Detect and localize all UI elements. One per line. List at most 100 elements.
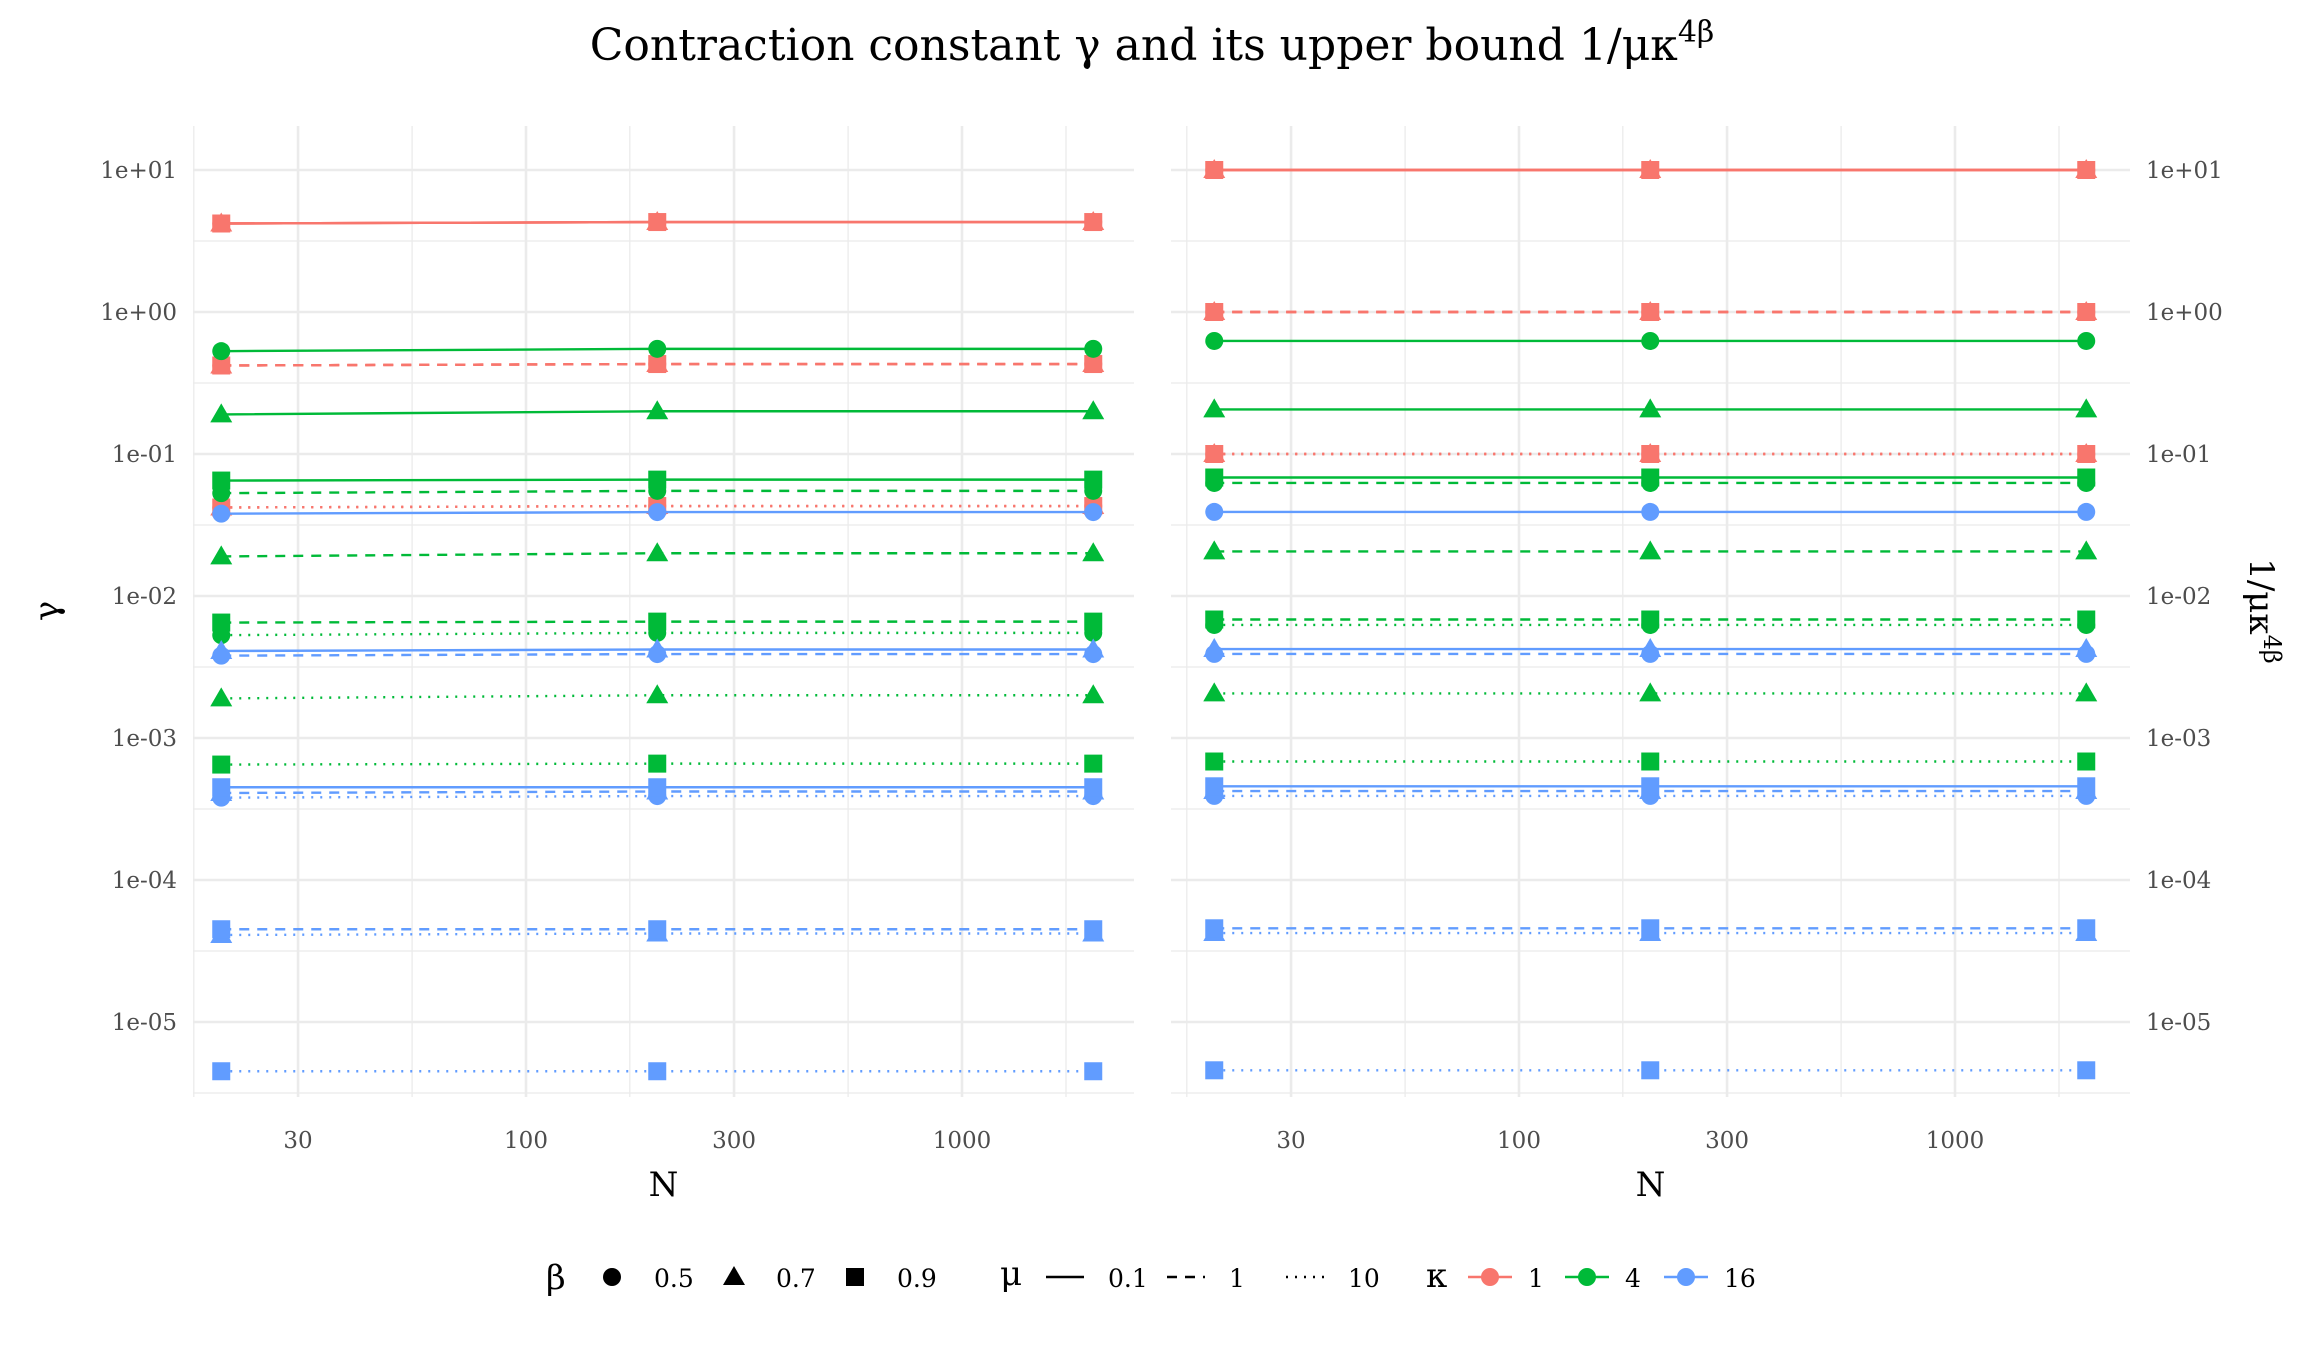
- data-point: [1084, 754, 1103, 773]
- data-point: [210, 545, 233, 565]
- y-tick-label: 1e-02: [112, 584, 177, 610]
- data-point: [2075, 540, 2098, 560]
- data-point: [1639, 638, 1662, 658]
- legend-label-mu: 10: [1348, 1264, 1380, 1293]
- data-point: [646, 684, 669, 704]
- data-point: [1641, 1061, 1660, 1080]
- y-axis-title-superscript: 4β: [2258, 635, 2286, 664]
- x-tick-label: 30: [1276, 1128, 1305, 1154]
- data-point: [2077, 502, 2096, 521]
- data-point: [1082, 638, 1105, 658]
- data-point: [1641, 445, 1660, 463]
- series-k1-b0.9-mu10: [1205, 445, 2096, 463]
- data-point: [212, 755, 231, 774]
- legend-label-beta: 0.9: [897, 1264, 937, 1293]
- series-k4-b0.7-mu10: [210, 684, 1105, 707]
- data-point: [1205, 777, 1224, 796]
- data-point: [2077, 468, 2096, 487]
- series-line: [221, 932, 1094, 937]
- series-k4-b0.7-mu10: [1203, 682, 2098, 702]
- y-tick-label: 1e+01: [100, 158, 177, 184]
- x-tick-label: 30: [283, 1128, 312, 1154]
- series-line: [221, 631, 1094, 637]
- x-tick-label: 1000: [933, 1128, 992, 1154]
- data-point: [2077, 919, 2096, 938]
- y-tick-label: 1e-05: [112, 1010, 177, 1036]
- legend-title-mu: μ: [1000, 1254, 1022, 1294]
- y-axis-title-main: 1/μκ: [2241, 558, 2281, 634]
- data-point: [1205, 303, 1224, 321]
- data-point: [212, 920, 231, 939]
- data-point: [212, 778, 231, 797]
- data-point: [212, 613, 231, 632]
- x-tick-label: 100: [504, 1128, 548, 1154]
- data-point: [1641, 331, 1660, 350]
- data-point: [1205, 161, 1224, 179]
- chart-title-superscript: 4β: [1678, 15, 1714, 50]
- data-point: [648, 470, 667, 489]
- data-point: [1203, 638, 1226, 658]
- series-k4-b0.7-mu1: [210, 542, 1105, 565]
- data-point: [1641, 777, 1660, 796]
- data-point: [1641, 161, 1660, 179]
- data-point: [2075, 682, 2098, 702]
- series-k4-b0.7-mu0.1: [1203, 398, 2098, 418]
- x-tick-label: 1000: [1926, 1128, 1985, 1154]
- series-k4-b0.9-mu1: [212, 612, 1103, 632]
- y-tick-label: 1e-04: [2146, 868, 2211, 894]
- data-point: [2077, 331, 2096, 350]
- data-point: [212, 471, 231, 490]
- legend-label-beta: 0.7: [776, 1264, 816, 1293]
- data-point: [648, 920, 667, 939]
- data-point: [1082, 542, 1105, 562]
- y-tick-label: 1e-03: [2146, 726, 2211, 752]
- data-point: [1639, 682, 1662, 702]
- data-point: [648, 355, 667, 374]
- legend-label-kappa: 4: [1625, 1264, 1641, 1293]
- data-point: [648, 1062, 667, 1081]
- series-line: [221, 504, 1094, 509]
- data-point: [1084, 503, 1103, 522]
- data-point: [2075, 398, 2098, 418]
- y-tick-label: 1e-05: [2146, 1010, 2211, 1036]
- series-k4-b0.5-mu0.1: [212, 339, 1103, 361]
- data-point: [648, 213, 667, 232]
- data-point: [1082, 684, 1105, 704]
- data-point: [210, 403, 233, 423]
- x-tick-label: 100: [1497, 1128, 1541, 1154]
- data-point: [1641, 919, 1660, 938]
- data-point: [646, 542, 669, 562]
- x-tick-label: 300: [1705, 1128, 1749, 1154]
- data-point: [1641, 468, 1660, 487]
- data-point: [1641, 752, 1660, 771]
- data-point: [1084, 339, 1103, 358]
- data-point: [1641, 502, 1660, 521]
- data-point: [1639, 540, 1662, 560]
- series-k16-b0.5-mu0.1: [1205, 502, 2096, 521]
- data-point: [1084, 470, 1103, 489]
- data-point: [212, 356, 231, 375]
- y-tick-label: 1e+00: [100, 300, 177, 326]
- legend-key-beta-circle: [603, 1268, 621, 1286]
- data-point: [1205, 445, 1224, 463]
- y-tick-label: 1e-03: [112, 726, 177, 752]
- data-point: [210, 687, 233, 707]
- data-point: [1205, 468, 1224, 487]
- data-point: [1084, 920, 1103, 939]
- series-line: [221, 794, 1094, 799]
- data-point: [646, 638, 669, 658]
- series-k4-b0.9-mu10: [1205, 752, 2096, 771]
- series-k16-b0.9-mu0.1: [212, 778, 1103, 797]
- y-axis-title: γ: [27, 601, 67, 621]
- data-point: [1084, 213, 1103, 232]
- data-point: [1203, 682, 1226, 702]
- legend-label-kappa: 1: [1528, 1264, 1544, 1293]
- y-tick-label: 1e+00: [2146, 300, 2223, 326]
- data-point: [1084, 355, 1103, 374]
- data-point: [212, 1062, 231, 1081]
- data-point: [648, 754, 667, 773]
- series-k1-b0.9-mu1: [1205, 303, 2096, 321]
- y-tick-label: 1e-01: [2146, 442, 2211, 468]
- series-line: [221, 694, 1094, 700]
- data-point: [1205, 610, 1224, 629]
